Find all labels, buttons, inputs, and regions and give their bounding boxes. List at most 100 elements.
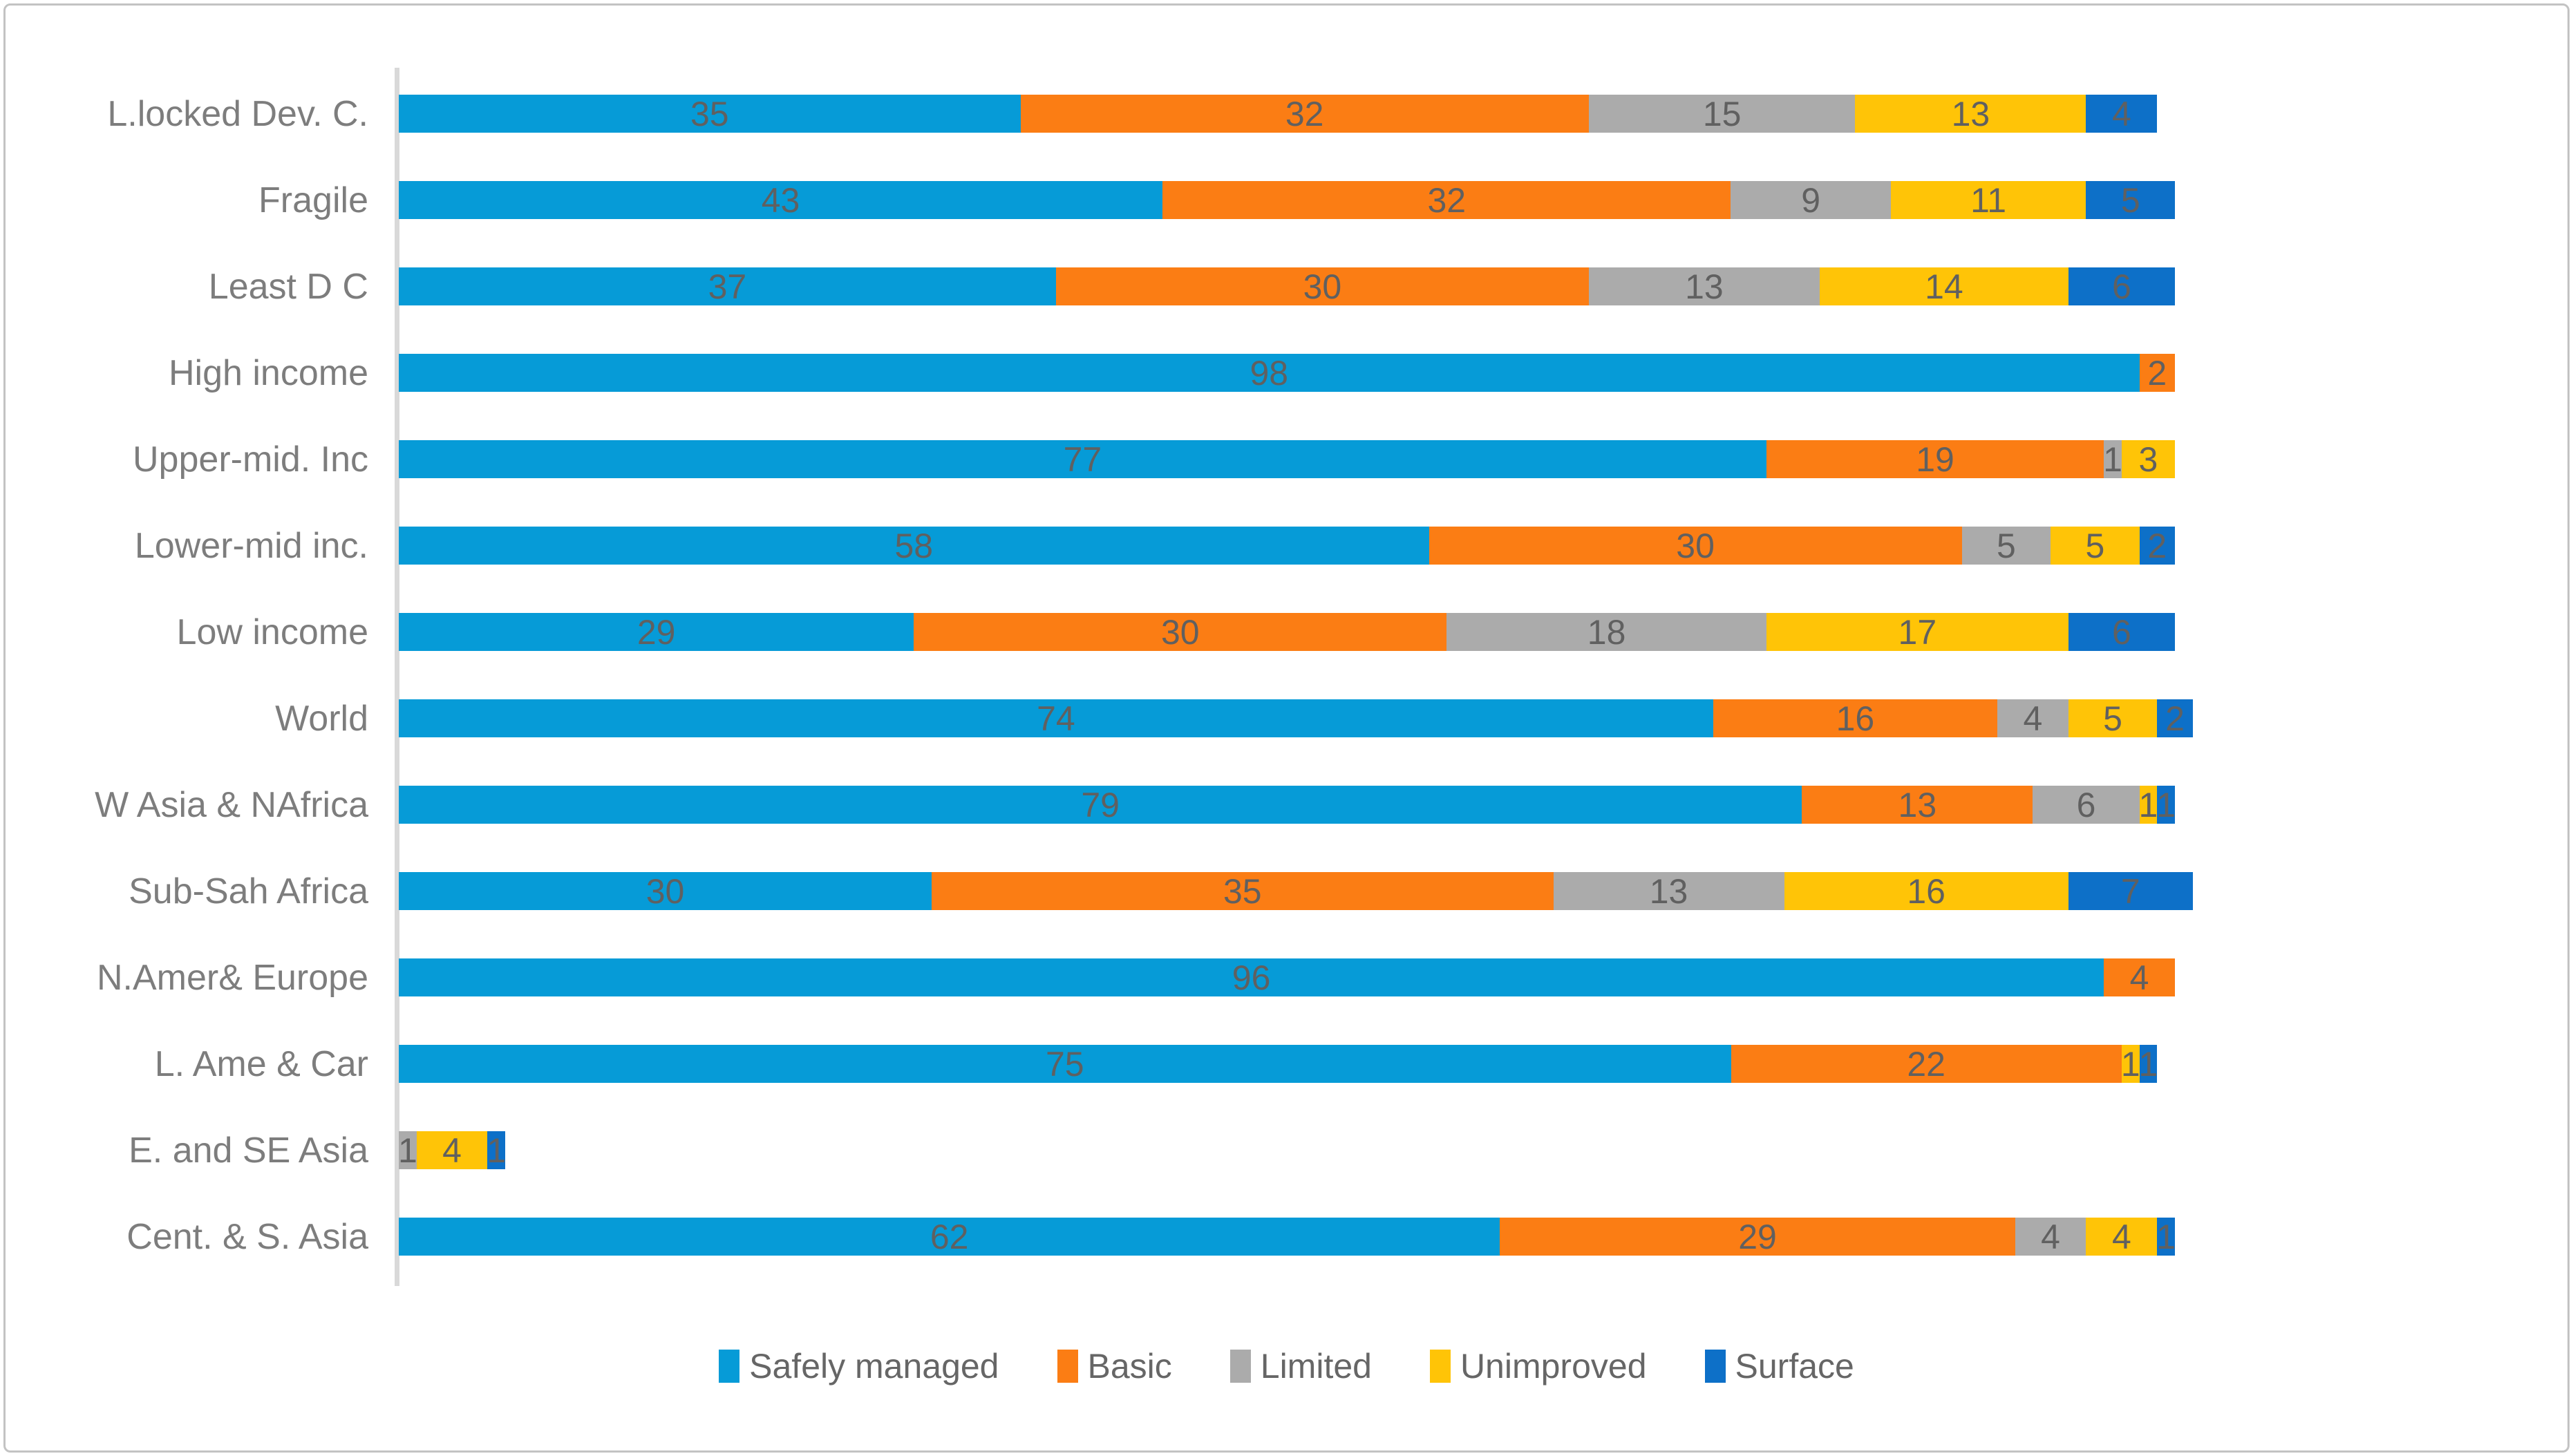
- segment-value-label: 6: [2076, 785, 2096, 824]
- segment-value-label: 9: [1801, 180, 1821, 220]
- bar-segment-safely-managed: 77: [399, 440, 1766, 479]
- segment-value-label: 22: [1907, 1044, 1945, 1084]
- legend-swatch-icon: [1429, 1350, 1451, 1383]
- bar-segment-surface: 1: [487, 1131, 507, 1170]
- segment-value-label: 4: [2041, 1217, 2060, 1256]
- legend: Safely managed Basic Limited Unimproved Surf…: [0, 1346, 2573, 1386]
- category-label: L.locked Dev. C.: [107, 93, 368, 134]
- bar-segment-safely-managed: 96: [399, 958, 2104, 997]
- legend-label: Basic: [1087, 1347, 1172, 1386]
- bar-segment-basic: 32: [1162, 180, 1731, 220]
- bar-segment-basic: 2: [2139, 353, 2175, 393]
- segment-value-label: 6: [2111, 612, 2131, 652]
- segment-value-label: 18: [1587, 612, 1626, 652]
- chart-row-world: World 74 16 4 5 2: [0, 675, 2573, 762]
- bar-segment-surface: 6: [2068, 612, 2175, 652]
- segment-value-label: 4: [2111, 94, 2131, 133]
- chart-row-n-amer-europe: N.Amer& Europe 96 4: [0, 934, 2573, 1021]
- bar-segment-basic: 4: [2104, 958, 2175, 997]
- bar-segment-limited: 4: [1997, 699, 2068, 738]
- legend-swatch-icon: [1229, 1350, 1251, 1383]
- segment-value-label: 17: [1898, 612, 1937, 652]
- chart-row-low-income: Low income 29 30 18 17 6: [0, 589, 2573, 675]
- bar-segment-limited: 5: [1961, 527, 2051, 565]
- legend-label: Limited: [1260, 1347, 1372, 1386]
- segment-value-label: 1: [487, 1131, 507, 1170]
- bar-segment-basic: 19: [1766, 439, 2104, 479]
- segment-value-label: 2: [2147, 353, 2167, 393]
- segment-value-label: 13: [1898, 785, 1937, 824]
- segment-value-label: 32: [1285, 94, 1324, 133]
- segment-value-label: 15: [1702, 94, 1742, 133]
- category-label: Upper-mid. Inc: [133, 439, 368, 480]
- category-label: Fragile: [258, 180, 368, 220]
- bar-segment-surface: 4: [2086, 94, 2158, 133]
- bar-segment-basic: 29: [1500, 1218, 2015, 1256]
- segment-value-label: 30: [1303, 267, 1342, 306]
- legend-label: Surface: [1735, 1347, 1854, 1386]
- segment-value-label: 32: [1427, 180, 1467, 220]
- segment-value-label: 79: [1081, 785, 1120, 824]
- bar-segment-unimproved: 4: [2086, 1217, 2158, 1256]
- bar-segment-unimproved: 5: [2068, 699, 2158, 738]
- bar-segment-safely-managed: 43: [399, 180, 1163, 220]
- bar-segment-limited: 1: [398, 1131, 417, 1170]
- bar-segment-safely-managed: 58: [399, 527, 1429, 565]
- segment-value-label: 1: [2103, 439, 2122, 479]
- stacked-bar: 62 29 4 4 1: [399, 1217, 2176, 1256]
- category-label: Low income: [176, 612, 368, 652]
- segment-value-label: 30: [1676, 526, 1715, 565]
- bar-segment-basic: 16: [1713, 699, 1997, 738]
- category-label: World: [275, 698, 368, 739]
- legend-item-surface: Surface: [1704, 1346, 1854, 1386]
- bar-segment-safely-managed: 74: [399, 699, 1713, 738]
- category-label: E. and SE Asia: [129, 1130, 368, 1171]
- chart-row-high-income: High income 98 2: [0, 330, 2573, 416]
- segment-value-label: 7: [2120, 871, 2140, 911]
- stacked-bar: 98 2: [399, 353, 2175, 393]
- stacked-bar: 77 19 1 3: [399, 439, 2175, 479]
- stacked-bar: 96 4: [399, 958, 2175, 997]
- legend-label: Safely managed: [749, 1347, 999, 1386]
- bar-segment-safely-managed: 98: [399, 354, 2140, 393]
- segment-value-label: 43: [761, 180, 800, 220]
- bar-segment-limited: 13: [1553, 872, 1784, 911]
- chart-row-e-and-se-asia: E. and SE Asia 1 4 1: [0, 1107, 2573, 1193]
- category-label: High income: [168, 352, 368, 393]
- chart-row-least-d-c: Least D C 37 30 13 14 6: [0, 243, 2573, 330]
- bar-segment-safely-managed: 35: [399, 95, 1021, 133]
- segment-value-label: 1: [2120, 1044, 2140, 1084]
- bar-segment-basic: 32: [1020, 94, 1589, 133]
- bar-segment-limited: 1: [2103, 439, 2122, 479]
- bar-segment-unimproved: 1: [2120, 1044, 2140, 1084]
- bar-segment-surface: 2: [2157, 699, 2193, 738]
- bar-segment-unimproved: 5: [2051, 527, 2140, 565]
- segment-value-label: 1: [2156, 1217, 2176, 1256]
- bar-segment-unimproved: 14: [1819, 267, 2068, 306]
- chart-row-w-asia-nafrica: W Asia & NAfrica 79 13 6 1 1: [0, 762, 2573, 848]
- legend-item-limited: Limited: [1229, 1346, 1372, 1386]
- segment-value-label: 14: [1925, 267, 1963, 306]
- bar-segment-limited: 6: [2033, 785, 2140, 824]
- segment-value-label: 5: [2120, 180, 2140, 220]
- segment-value-label: 62: [930, 1217, 969, 1256]
- segment-value-label: 19: [1916, 439, 1954, 479]
- segment-value-label: 2: [2147, 526, 2167, 565]
- segment-value-label: 29: [1738, 1217, 1777, 1256]
- stacked-bar: 35 32 15 13 4: [399, 94, 2158, 133]
- segment-value-label: 74: [1037, 699, 1075, 738]
- bar-segment-basic: 22: [1731, 1044, 2122, 1084]
- bar-segment-surface: 1: [2156, 786, 2176, 824]
- category-axis-line: [395, 68, 399, 1286]
- bar-segment-basic: 30: [1055, 267, 1589, 306]
- segment-value-label: 13: [1685, 267, 1724, 306]
- bar-segment-unimproved: 13: [1855, 95, 2086, 133]
- bar-segment-safely-managed: 29: [399, 613, 914, 652]
- segment-value-label: 16: [1907, 871, 1945, 911]
- plot-area: L.locked Dev. C. 35 32 15 13 4 Fragile 43 32 9 11 5…: [0, 70, 2573, 1280]
- segment-value-label: 5: [2085, 526, 2105, 565]
- segment-value-label: 75: [1045, 1044, 1084, 1084]
- chart-row-sub-sah-africa: Sub-Sah Africa 30 35 13 16 7: [0, 848, 2573, 934]
- segment-value-label: 4: [2111, 1217, 2131, 1256]
- bar-segment-safely-managed: 62: [399, 1218, 1500, 1256]
